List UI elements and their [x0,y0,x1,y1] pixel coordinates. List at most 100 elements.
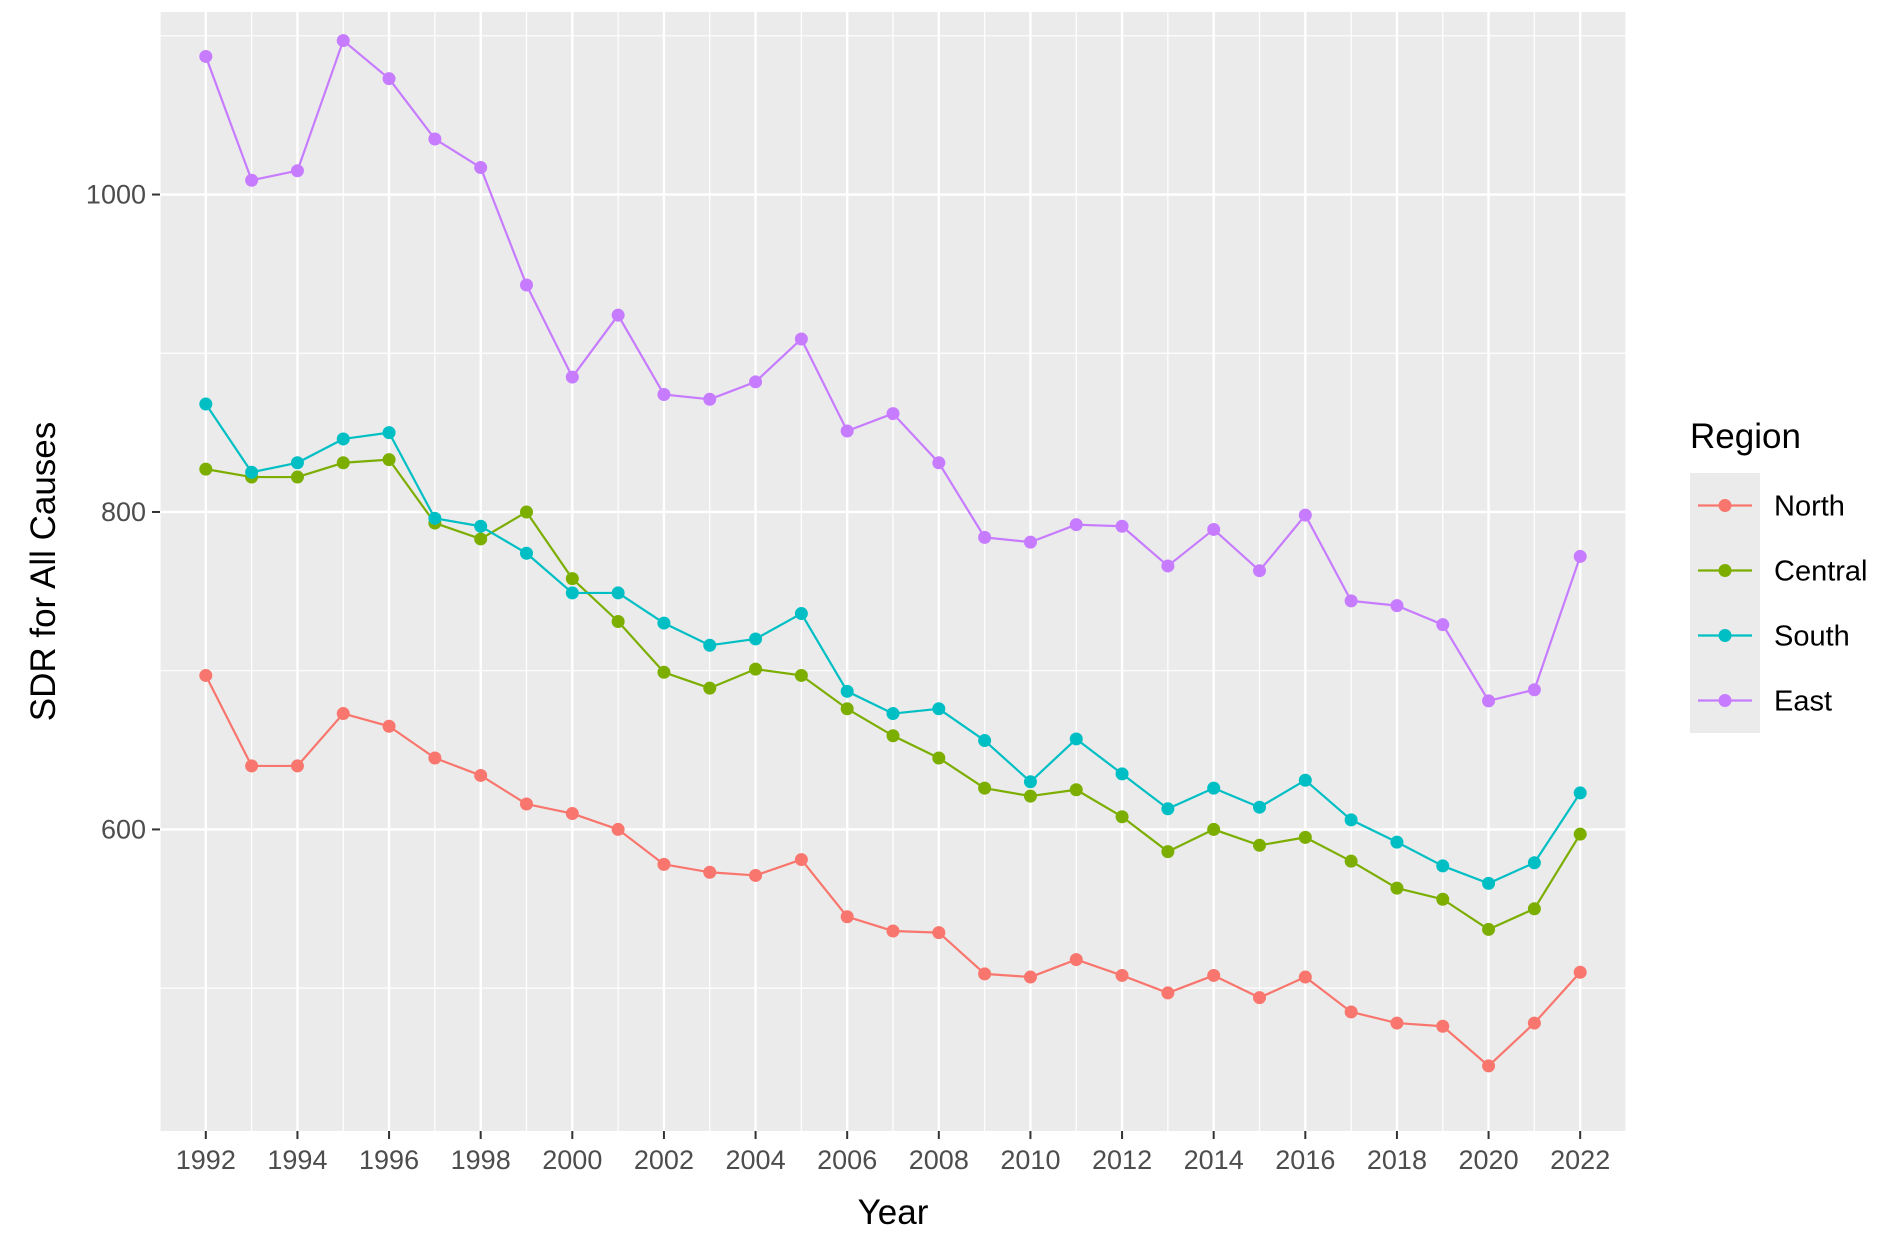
data-point [1573,549,1587,563]
data-point [1573,965,1587,979]
legend-key-point [1718,564,1732,577]
x-tick-label: 2014 [1184,1145,1244,1175]
legend-key-background [1690,473,1760,733]
data-point [1207,522,1221,536]
data-point [1482,1059,1496,1073]
legend-item-south: South [1698,621,1850,653]
data-point [1115,810,1129,824]
data-point [336,34,350,48]
data-point [1069,783,1083,797]
legend-item-central: Central [1698,556,1868,588]
data-point [932,751,946,765]
data-point [657,857,671,871]
data-point [749,662,763,676]
x-tick-label: 2016 [1275,1145,1335,1175]
data-point [1344,1005,1358,1019]
data-point [978,530,992,544]
data-point [1390,881,1404,895]
legend-key-point [1718,629,1732,642]
data-point [1161,845,1175,859]
data-point [199,462,213,476]
data-point [336,707,350,721]
data-point [1023,789,1037,803]
x-tick-label: 1994 [267,1145,327,1175]
data-point [428,511,442,525]
legend-key-point [1718,694,1732,707]
data-point [611,586,625,600]
x-axis-ticks: 1992 1994 1996 1998 2000 2002 2004 2006 2008 2010… [176,1131,1610,1175]
data-point [840,424,854,438]
x-tick-label: 2000 [542,1145,602,1175]
data-point [1023,775,1037,789]
data-point [1023,535,1037,549]
y-axis-ticks: 600 800 1000 [86,180,160,844]
x-tick-label: 2004 [726,1145,786,1175]
data-point [611,822,625,836]
data-point [886,924,900,938]
data-point [611,308,625,322]
data-point [1207,781,1221,795]
data-point [1253,564,1266,578]
data-point [1161,559,1175,573]
data-point [1298,970,1312,984]
data-point [290,759,304,773]
data-point [1115,968,1129,982]
data-point [1207,968,1221,982]
data-point [1527,856,1541,870]
legend: Region North Central South East [1690,417,1868,733]
data-point [1298,508,1312,522]
data-point [1482,876,1496,890]
series-east [199,34,1587,708]
data-point [1115,519,1129,533]
data-point [1482,922,1496,936]
x-tick-label: 2020 [1459,1145,1519,1175]
legend-items: North Central South East [1698,491,1868,718]
data-point [1344,813,1358,827]
x-tick-label: 2002 [634,1145,694,1175]
data-point [932,456,946,470]
data-point [886,729,900,743]
data-point [199,397,213,411]
x-axis-title: Year [858,1193,929,1232]
legend-title: Region [1690,417,1801,456]
data-point [290,164,304,178]
data-point [1298,773,1312,787]
legend-label: South [1774,621,1850,653]
data-point [703,638,717,652]
data-point [1161,802,1175,816]
data-point [840,702,854,716]
data-point [1023,970,1037,984]
x-tick-label: 2010 [1000,1145,1060,1175]
y-tick-label: 600 [101,814,146,844]
data-point [290,456,304,470]
series-south [199,397,1587,890]
data-point [1436,859,1450,873]
data-point [565,572,579,586]
data-point [978,967,992,981]
data-point [382,426,396,440]
data-point [382,72,396,86]
x-tick-label: 2022 [1550,1145,1610,1175]
data-point [1527,902,1541,916]
data-point [794,332,808,346]
data-point [657,665,671,679]
data-point [840,910,854,924]
data-point [1436,1019,1450,1033]
data-point [520,278,533,292]
data-point [749,632,763,646]
data-point [1069,953,1083,967]
data-point [1161,986,1175,1000]
legend-item-east: East [1698,686,1832,718]
x-tick-label: 2008 [909,1145,969,1175]
data-point [1298,830,1312,844]
y-tick-label: 800 [101,497,146,527]
data-point [886,707,900,721]
x-tick-label: 2018 [1367,1145,1427,1175]
x-tick-label: 1992 [176,1145,236,1175]
data-point [428,751,442,765]
data-point [794,668,808,682]
data-point [245,759,259,773]
data-point [245,465,259,479]
data-point [703,681,717,695]
y-axis-title: SDR for All Causes [24,422,63,722]
